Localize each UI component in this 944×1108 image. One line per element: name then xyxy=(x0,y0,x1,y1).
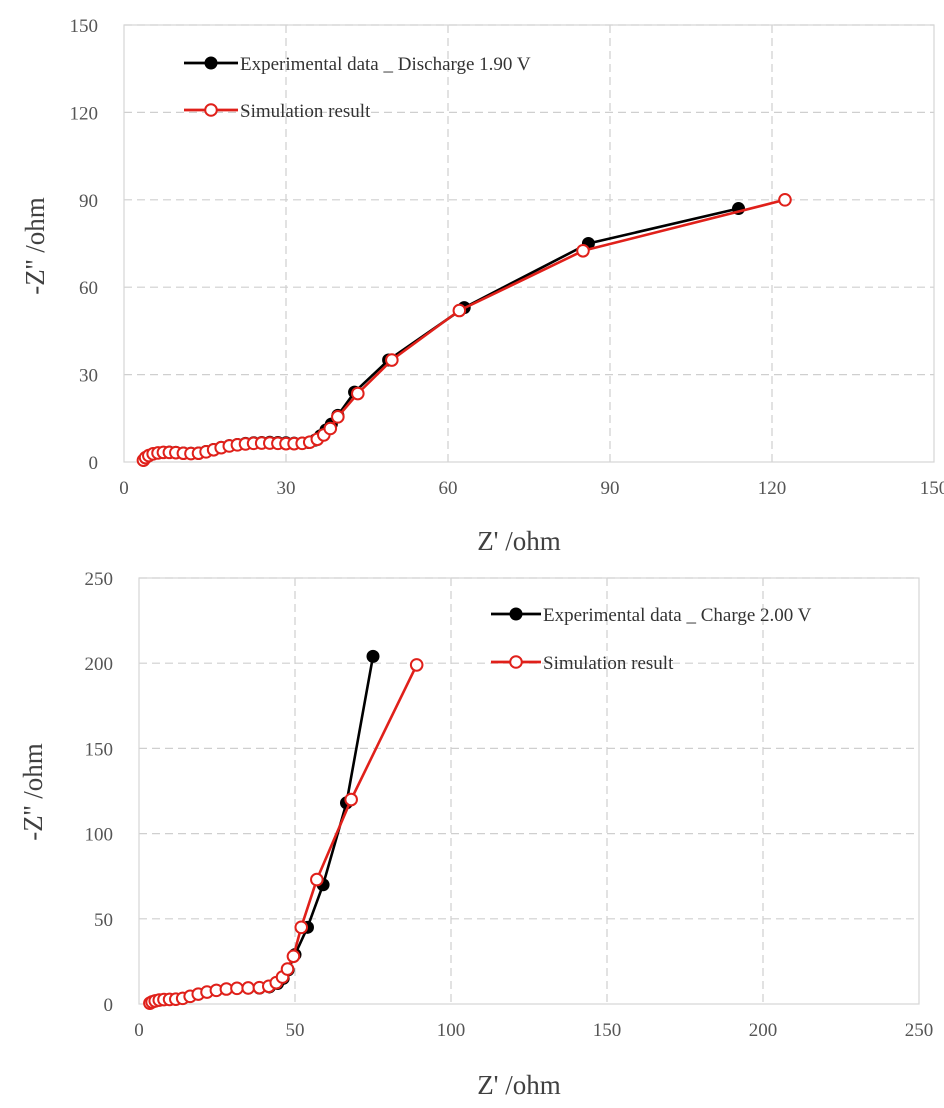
series-simulation xyxy=(136,193,792,468)
data-point xyxy=(294,920,309,935)
y-tick-label: 120 xyxy=(70,103,99,124)
y-tick-label: 150 xyxy=(70,16,99,37)
legend-marker xyxy=(509,655,523,669)
x-tick-label: 60 xyxy=(439,478,458,499)
y-tick-label: 60 xyxy=(79,278,98,299)
data-point xyxy=(366,649,380,663)
data-point xyxy=(286,949,301,964)
chart-2: 0 50 100 150 200 250 0 50 100 150 200 250 Z' /ohm -Z'… xyxy=(18,569,933,1100)
y-tick-label: 200 xyxy=(85,654,114,675)
legend-item: Simulation result xyxy=(184,101,371,122)
data-point xyxy=(344,792,358,807)
legend-label: Experimental data _ Discharge 1.90 V xyxy=(240,54,531,75)
y-tick-label: 150 xyxy=(85,739,114,760)
x-tick-label: 0 xyxy=(119,478,129,499)
x-tick-label: 30 xyxy=(277,478,296,499)
series-experimental xyxy=(143,649,380,1010)
data-point xyxy=(241,981,255,995)
y-tick-label: 30 xyxy=(79,366,98,387)
y-tick-label: 0 xyxy=(89,453,99,474)
series-simulation xyxy=(143,658,424,1010)
legend: Experimental data _ Discharge 1.90 V Simu… xyxy=(184,54,531,122)
data-point xyxy=(576,243,590,258)
legend-marker xyxy=(204,56,218,70)
x-tick-label: 90 xyxy=(601,478,620,499)
legend: Experimental data _ Charge 2.00 V Simulat… xyxy=(491,605,812,674)
y-tick-label: 0 xyxy=(104,995,114,1016)
x-tick-label: 250 xyxy=(905,1020,934,1041)
series-experimental xyxy=(136,202,746,467)
x-tick-label: 50 xyxy=(286,1020,305,1041)
data-point xyxy=(409,658,424,672)
legend-marker xyxy=(204,103,218,117)
y-tick-label: 250 xyxy=(85,569,114,590)
data-point xyxy=(351,386,365,401)
data-point xyxy=(280,962,295,976)
data-point xyxy=(385,353,399,367)
data-point xyxy=(452,303,467,318)
x-tick-label: 150 xyxy=(920,478,944,499)
legend-label: Simulation result xyxy=(240,101,371,122)
series-line xyxy=(142,198,786,462)
legend-item: Experimental data _ Discharge 1.90 V xyxy=(184,54,531,75)
data-point xyxy=(230,981,244,996)
plot-area-border xyxy=(123,24,935,463)
x-tick-label: 0 xyxy=(134,1020,144,1041)
y-tick-label: 50 xyxy=(94,910,113,931)
data-point xyxy=(331,410,345,424)
legend-item: Experimental data _ Charge 2.00 V xyxy=(491,605,812,626)
legend-label: Experimental data _ Charge 2.00 V xyxy=(543,605,812,626)
y-axis-title: -Z'' /ohm xyxy=(20,197,50,294)
data-point xyxy=(310,872,324,887)
y-tick-label: 100 xyxy=(85,825,114,846)
x-axis-title: Z' /ohm xyxy=(477,1070,561,1100)
legend-label: Simulation result xyxy=(543,653,674,674)
data-point xyxy=(323,421,338,436)
x-tick-label: 150 xyxy=(593,1020,622,1041)
legend-item: Simulation result xyxy=(491,653,674,674)
x-tick-label: 120 xyxy=(758,478,787,499)
plot-area-border xyxy=(138,577,920,1005)
y-tick-label: 90 xyxy=(79,191,98,212)
y-axis-title: -Z'' /ohm xyxy=(18,743,48,840)
legend-marker xyxy=(509,607,523,621)
x-tick-label: 100 xyxy=(437,1020,466,1041)
x-axis-title: Z' /ohm xyxy=(477,526,561,556)
data-point xyxy=(778,193,792,207)
chart-1: 0 30 60 90 120 150 0 30 60 90 120 150 Z' /ohm -Z'' /o… xyxy=(20,16,944,556)
x-tick-label: 200 xyxy=(749,1020,778,1041)
series-line xyxy=(142,207,739,462)
